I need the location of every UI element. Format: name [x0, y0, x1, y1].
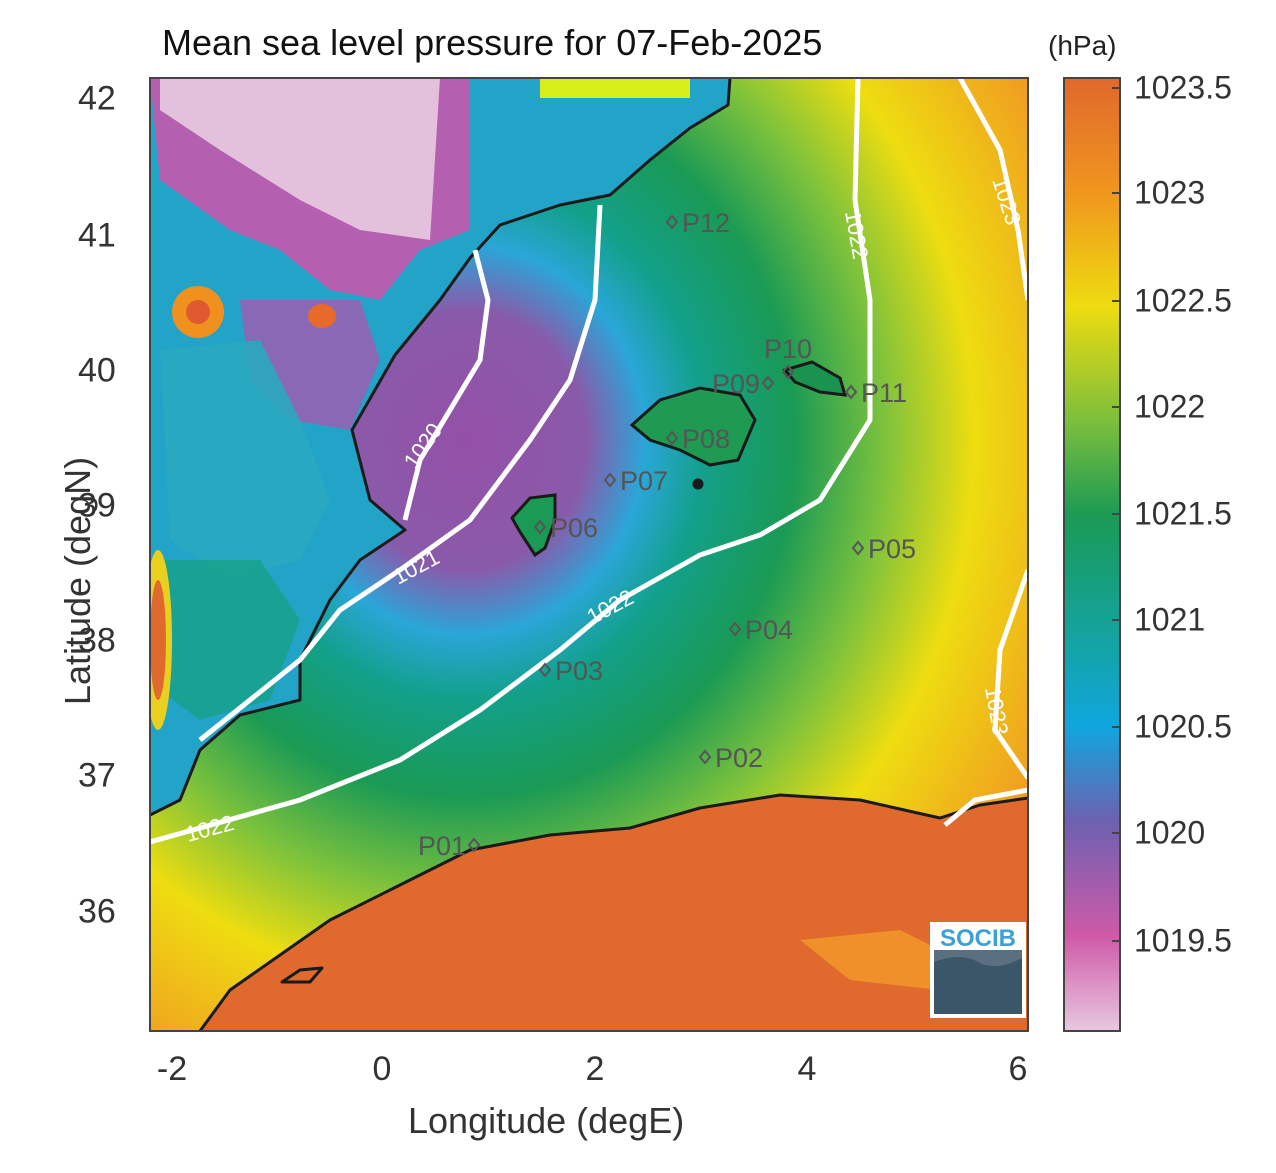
- colorbar-tick-label: 1020: [1134, 814, 1206, 851]
- x-tick-label: 6: [1008, 1050, 1028, 1088]
- colorbar-tick-marks: [1112, 87, 1120, 942]
- y-tick-label: 40: [78, 351, 116, 390]
- station-marker: [665, 430, 679, 446]
- station-label: P03: [555, 656, 603, 686]
- contour-labels: 1020 1021 1022 1022 1022 1023 1023: [183, 174, 1026, 847]
- x-tick-label: 4: [797, 1050, 817, 1088]
- isobar-1023-south: [992, 569, 1028, 780]
- y-tick-label: 37: [78, 756, 116, 795]
- isobar-1023-north: [957, 78, 1028, 301]
- ibiza: [510, 493, 557, 558]
- high-terrain: [160, 78, 440, 240]
- station-label: P09: [712, 369, 760, 399]
- station-label: P02: [715, 743, 763, 773]
- colorbar-tick-label: 1019.5: [1134, 922, 1232, 959]
- station-marker: [844, 384, 858, 400]
- isobar-1021: [198, 204, 603, 742]
- plot-frame: [149, 77, 1029, 1032]
- station-marker: [603, 472, 617, 488]
- x-axis-label: Longitude (degE): [408, 1100, 685, 1141]
- colorbar-tick-label: 1021: [1134, 601, 1206, 638]
- colorbar-tick-label: 1022.5: [1134, 282, 1232, 319]
- station-label: P07: [620, 466, 668, 496]
- x-tick-label: -2: [156, 1050, 188, 1088]
- isobars: [150, 78, 1028, 845]
- logo-text: SOCIB: [940, 925, 1016, 952]
- y-tick-label: 36: [78, 892, 116, 931]
- y-tick-label: 41: [78, 216, 116, 255]
- station-marker: [761, 375, 775, 391]
- menorca: [782, 360, 848, 397]
- isobar-1022: [150, 78, 873, 845]
- station-label: P06: [550, 513, 598, 543]
- station-marker: [698, 749, 712, 765]
- colorbar-tick-label: 1022: [1134, 388, 1206, 425]
- colorbar-tick-label: 1023.5: [1134, 69, 1232, 106]
- station-marker: [781, 364, 795, 380]
- map-title: Mean sea level pressure for 07-Feb-2025: [162, 22, 823, 63]
- coastlines: [150, 78, 1028, 1031]
- station-marker: [538, 662, 552, 678]
- station-label: P05: [868, 534, 916, 564]
- station-label: P10: [764, 334, 812, 364]
- balearic-islands: [510, 360, 848, 558]
- station-label: P08: [682, 424, 730, 454]
- station-marker: [665, 214, 679, 230]
- colorbar-tick-label: 1023: [1134, 174, 1206, 211]
- socib-logo: SOCIB: [930, 922, 1026, 1018]
- colorbar-tick-label: 1020.5: [1134, 708, 1232, 745]
- y-tick-label: 42: [78, 79, 116, 118]
- mallorca: [629, 386, 757, 467]
- x-tick-label: 0: [372, 1050, 392, 1088]
- station-marker: [851, 540, 865, 556]
- colorbar: [1063, 77, 1121, 1032]
- station-marker: [533, 519, 547, 535]
- station-label: P11: [861, 378, 907, 408]
- x-tick-label: 2: [585, 1050, 605, 1088]
- colorbar-unit: (hPa): [1048, 30, 1117, 61]
- isobar-1020: [402, 249, 491, 521]
- y-axis-label: Latitude (degN): [57, 456, 98, 706]
- station-marker: [728, 621, 742, 637]
- y-tick-label: 39: [78, 486, 116, 525]
- africa-land: [200, 795, 1028, 1031]
- colorbar-tick-label: 1021.5: [1134, 495, 1232, 532]
- y-tick-label: 38: [78, 621, 116, 660]
- station-label: P01: [418, 831, 466, 861]
- station-label: P12: [682, 208, 730, 238]
- station-marker: [467, 837, 481, 853]
- station-label: P04: [745, 615, 793, 645]
